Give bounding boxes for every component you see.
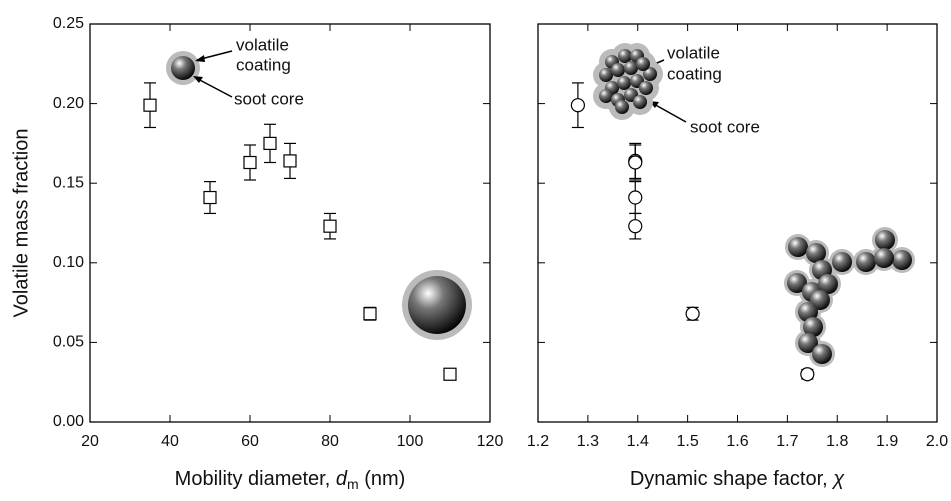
x-tick-label: 2.0 bbox=[926, 433, 948, 450]
x-label-unit: (nm) bbox=[359, 468, 406, 490]
annotation: coating bbox=[667, 64, 722, 83]
sphere bbox=[618, 49, 632, 63]
sphere bbox=[803, 317, 823, 337]
sphere bbox=[874, 248, 894, 268]
x-tick-label: 60 bbox=[241, 433, 259, 450]
sphere bbox=[617, 76, 631, 90]
y-tick-label: 0.15 bbox=[53, 174, 84, 191]
y-axis-label: Volatile mass fraction bbox=[10, 129, 32, 318]
sphere bbox=[788, 237, 808, 257]
point bbox=[263, 136, 277, 150]
annotation: coating bbox=[236, 55, 291, 74]
x-tick-label: 120 bbox=[477, 433, 504, 450]
x-tick-label: 40 bbox=[161, 433, 179, 450]
y-tick-label: 0.00 bbox=[53, 413, 84, 430]
annotation: soot core bbox=[234, 89, 304, 108]
y-tick-label: 0.25 bbox=[53, 15, 84, 32]
x-axis-label: Mobility diameter, dm (nm) bbox=[175, 468, 406, 491]
point bbox=[800, 367, 815, 382]
y-tick-label: 0.05 bbox=[53, 334, 84, 351]
x-label-text: Mobility diameter, bbox=[175, 468, 336, 490]
sphere bbox=[639, 81, 653, 95]
x-label-subscript: m bbox=[347, 476, 359, 492]
sphere bbox=[599, 89, 613, 103]
point bbox=[685, 306, 700, 321]
annotation: volatile bbox=[667, 43, 720, 62]
annotation: volatile bbox=[236, 35, 289, 54]
x-tick-label: 1.5 bbox=[677, 433, 699, 450]
x-tick-label: 1.4 bbox=[627, 433, 649, 450]
point bbox=[443, 367, 457, 381]
x-axis-label: Dynamic shape factor, χ bbox=[630, 468, 845, 490]
x-label-text: Dynamic shape factor, bbox=[630, 468, 833, 490]
sphere bbox=[806, 243, 826, 263]
point bbox=[243, 155, 257, 170]
sphere bbox=[633, 95, 647, 109]
sphere bbox=[599, 68, 613, 82]
sphere bbox=[611, 63, 625, 77]
x-tick-label: 1.8 bbox=[826, 433, 848, 450]
point bbox=[570, 98, 586, 113]
sphere bbox=[615, 100, 629, 114]
plot-frame bbox=[89, 23, 491, 423]
point bbox=[143, 98, 157, 112]
x-tick-label: 1.7 bbox=[776, 433, 798, 450]
point bbox=[203, 190, 217, 205]
x-tick-label: 100 bbox=[397, 433, 424, 450]
sphere bbox=[892, 250, 912, 270]
x-tick-label: 1.9 bbox=[876, 433, 898, 450]
point bbox=[323, 219, 337, 233]
sphere bbox=[832, 252, 852, 272]
sphere bbox=[818, 274, 838, 294]
sphere bbox=[798, 333, 818, 353]
sphere bbox=[787, 273, 807, 293]
particle-illustration bbox=[166, 50, 472, 340]
point bbox=[283, 154, 297, 168]
x-tick-label: 20 bbox=[81, 433, 99, 450]
annotation: soot core bbox=[690, 117, 760, 136]
x-tick-label: 1.3 bbox=[577, 433, 599, 450]
point bbox=[628, 219, 643, 234]
x-tick-label: 80 bbox=[321, 433, 339, 450]
point bbox=[363, 307, 377, 321]
x-tick-label: 1.6 bbox=[726, 433, 748, 450]
x-label-symbol: χ bbox=[831, 468, 845, 490]
point bbox=[628, 155, 643, 170]
y-tick-label: 0.20 bbox=[53, 95, 84, 112]
aggregate-illustration bbox=[593, 43, 915, 367]
sphere bbox=[875, 230, 895, 250]
point bbox=[628, 190, 643, 205]
sphere bbox=[812, 344, 832, 364]
sphere bbox=[636, 57, 650, 71]
sphere bbox=[624, 61, 638, 75]
sphere bbox=[643, 67, 657, 81]
x-label-symbol: d bbox=[336, 468, 348, 490]
y-tick-label: 0.10 bbox=[53, 254, 84, 271]
x-tick-label: 1.2 bbox=[527, 433, 549, 450]
sphere bbox=[856, 252, 876, 272]
